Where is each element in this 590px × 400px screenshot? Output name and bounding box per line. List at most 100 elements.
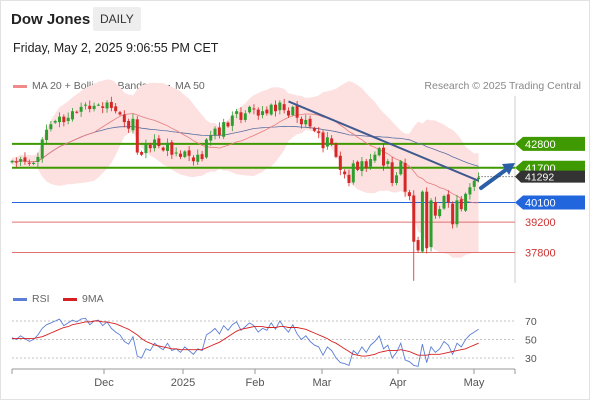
candle-body: [304, 119, 308, 125]
candle-body: [386, 161, 390, 164]
candles-group: [10, 96, 481, 281]
candle-body: [114, 106, 118, 112]
candle-body: [32, 162, 36, 164]
rsi-line: [11, 317, 479, 367]
candle-body: [70, 111, 74, 120]
legend-rsi-label: RSI: [32, 293, 50, 305]
candle-body: [252, 108, 256, 110]
legend-rsi-swatch: [13, 297, 27, 301]
candle-body: [135, 119, 139, 153]
candle-body: [420, 191, 424, 252]
candle-body: [213, 128, 217, 136]
candle-body: [347, 174, 351, 183]
candle-body: [209, 135, 213, 141]
candle-body: [187, 150, 191, 156]
level-tag-42800: [515, 136, 585, 151]
candle-body: [66, 117, 70, 122]
candle-body: [122, 114, 126, 123]
candle-body: [92, 105, 96, 110]
rsi-tick-label: 50: [525, 335, 537, 347]
candle-body: [308, 118, 312, 127]
x-tick-label: May: [464, 377, 485, 389]
candle-body: [62, 116, 66, 123]
candle-body: [148, 144, 152, 149]
candle-body: [83, 104, 87, 106]
candle-body: [425, 191, 429, 249]
candle-body: [438, 209, 442, 217]
candle-body: [330, 138, 334, 144]
legend-ma50-label: MA 50: [175, 80, 205, 92]
candle-body: [321, 132, 325, 149]
candle-body: [101, 106, 105, 108]
candle-body: [58, 116, 62, 123]
candle-body: [278, 102, 282, 111]
candle-body: [230, 115, 234, 126]
candle-body: [79, 106, 83, 112]
forecast-arrow-head: [502, 163, 515, 175]
candle-body: [442, 196, 446, 209]
candle-body: [274, 104, 278, 112]
candle-body: [239, 112, 243, 120]
candle-body: [196, 154, 200, 162]
candle-body: [299, 118, 303, 125]
candle-body: [472, 180, 476, 187]
rsi-9ma-line: [12, 320, 479, 357]
candle-body: [157, 138, 161, 147]
candle-body: [338, 155, 342, 170]
candle-body: [166, 142, 170, 151]
candle-body: [295, 105, 299, 118]
candle-body: [96, 104, 100, 106]
level-label-37800: 37800: [525, 248, 556, 260]
candle-body: [105, 102, 109, 109]
candle-body: [286, 110, 290, 116]
candle-body: [433, 202, 437, 216]
x-tick-label: Feb: [246, 377, 265, 389]
candle-body: [382, 147, 386, 166]
candle-body: [14, 161, 18, 163]
candle-body: [45, 129, 49, 141]
page-title: Dow Jones: [11, 11, 91, 28]
candle-body: [468, 187, 472, 195]
level-tag-40100: [515, 195, 585, 210]
level-label-39200: 39200: [525, 217, 556, 229]
candle-body: [351, 163, 355, 183]
candle-body: [248, 106, 252, 113]
candle-body: [256, 109, 260, 116]
candle-body: [222, 122, 226, 137]
candle-body: [412, 195, 416, 242]
candle-body: [178, 153, 182, 157]
legend-ma20-swatch: [13, 84, 27, 88]
period-badge[interactable]: DAILY: [93, 7, 141, 31]
candle-body: [403, 162, 407, 192]
credit: Research © 2025 Trading Central: [424, 80, 581, 92]
candle-body: [360, 161, 364, 172]
candle-body: [127, 121, 131, 129]
candle-body: [446, 194, 450, 203]
candle-body: [217, 127, 221, 136]
candle-body: [204, 139, 208, 158]
candle-body: [183, 151, 187, 157]
candle-body: [118, 112, 122, 115]
candle-body: [109, 101, 113, 108]
candle-body: [243, 113, 247, 120]
level-label-42800: 42800: [525, 139, 556, 151]
level-label-40100: 40100: [525, 198, 556, 210]
candle-body: [140, 151, 144, 155]
candle-body: [416, 240, 420, 251]
candle-body: [455, 200, 459, 225]
candle-body: [334, 143, 338, 157]
candle-body: [429, 200, 433, 248]
candle-body: [235, 111, 239, 114]
candle-body: [261, 111, 265, 116]
candle-body: [131, 118, 135, 131]
candle-body: [282, 104, 286, 111]
legend-rsi: RSI: [13, 293, 50, 305]
x-tick-label: Dec: [94, 377, 114, 389]
candle-body: [451, 203, 455, 225]
candle-body: [477, 177, 481, 180]
candle-body: [356, 161, 360, 170]
candle-body: [170, 142, 174, 155]
candle-body: [174, 152, 178, 154]
x-tick-label: Mar: [313, 377, 332, 389]
